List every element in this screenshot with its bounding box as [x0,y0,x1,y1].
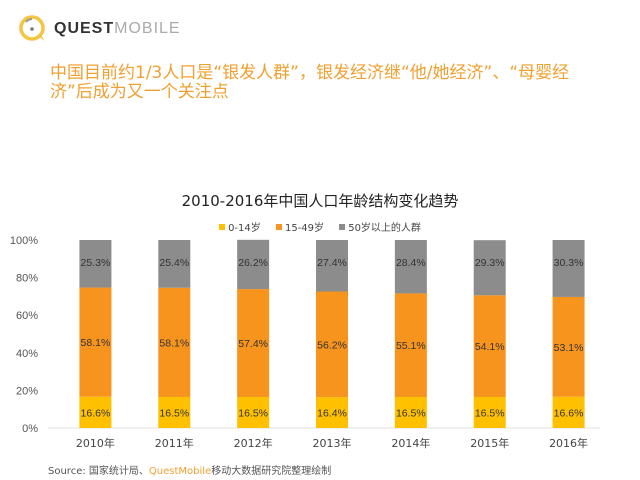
y-tick-label: 20% [16,385,38,397]
bar-segment-0 [552,396,585,428]
legend-item-2: 50岁以上的人群 [339,219,421,234]
x-tick-label: 2011年 [155,436,194,450]
legend-label-0: 0-14岁 [228,223,261,234]
x-tick-label: 2016年 [549,436,588,450]
data-label: 57.4% [238,338,268,350]
bar-segment-1 [237,289,270,397]
data-label: 58.1% [159,337,189,349]
data-label: 53.1% [554,342,584,354]
legend-item-0: 0-14岁 [219,219,261,234]
source-note: Source: 国家统计局、QuestMobile移动大数据研究院整理绘制 [48,462,331,477]
bar-segment-0 [473,396,506,428]
y-tick-label: 0% [22,423,38,435]
data-label: 58.1% [81,337,111,349]
chart-legend: 0-14岁 15-49岁 50岁以上的人群 [0,219,640,234]
bar-segment-2 [79,240,112,288]
data-label: 16.6% [554,407,584,419]
data-label: 29.3% [475,257,505,269]
bar-segment-2 [552,240,585,297]
y-tick-label: 80% [16,273,38,285]
data-label: 28.4% [396,257,426,269]
source-text: 国家统计局、 [88,466,149,477]
data-label: 55.1% [396,340,426,352]
source-text-2: 移动大数据研究院整理绘制 [211,466,332,477]
legend-swatch-2 [339,223,346,230]
data-label: 27.4% [317,257,347,269]
questmobile-logo-icon [19,15,45,41]
bar-segment-2 [158,240,191,288]
legend-swatch-0 [219,223,226,230]
bar-segment-2 [237,239,270,290]
x-tick-label: 2014年 [391,436,430,450]
legend-swatch-1 [275,223,282,230]
y-tick-label: 60% [16,310,38,322]
data-label: 16.5% [396,407,426,419]
data-label: 16.4% [317,408,347,420]
data-label: 25.3% [81,257,111,269]
x-tick-label: 2013年 [313,436,352,450]
data-label: 16.6% [81,407,111,419]
data-label: 26.2% [238,257,268,269]
data-label: 56.2% [317,339,347,351]
data-label: 16.5% [159,407,189,419]
legend-label-2: 50岁以上的人群 [348,223,421,234]
legend-item-1: 15-49岁 [275,219,325,234]
x-tick-label: 2012年 [234,436,273,450]
bar-segment-1 [473,295,506,397]
logo: QUESTMOBILE [18,14,181,44]
source-brand: QuestMobile [148,466,212,477]
bar-segment-0 [158,396,191,428]
chart-title: 2010-2016年中国人口年龄结构变化趋势 [181,192,459,210]
data-label: 30.3% [554,257,584,269]
legend-label-1: 15-49岁 [284,223,325,234]
headline: 中国目前约1/3人口是“银发人群”，银发经济继“他/她经济”、“母婴经济”后成为… [50,63,570,102]
bar-segment-0 [79,396,112,428]
bar-segment-2 [394,240,427,294]
data-label: 16.5% [238,407,268,419]
bar-segment-1 [552,296,585,397]
bar-segment-1 [394,293,427,397]
y-tick-label: 100% [10,235,38,247]
bar-segment-0 [316,397,348,428]
logo-text: QUESTMOBILE [54,20,181,37]
data-label: 54.1% [475,341,505,353]
source-label: Source: [48,466,86,477]
bar-segment-1 [79,287,112,397]
data-label: 25.4% [159,257,189,269]
bar-segment-1 [158,287,191,397]
x-tick-label: 2010年 [76,436,115,450]
bar-segment-0 [237,396,270,428]
y-tick-label: 40% [16,348,38,360]
data-label: 16.5% [475,407,505,419]
x-tick-label: 2015年 [470,436,509,450]
bar-segment-0 [394,396,427,428]
bar-segment-2 [473,240,506,296]
bar-segment-2 [316,240,348,292]
bar-segment-1 [316,291,348,398]
